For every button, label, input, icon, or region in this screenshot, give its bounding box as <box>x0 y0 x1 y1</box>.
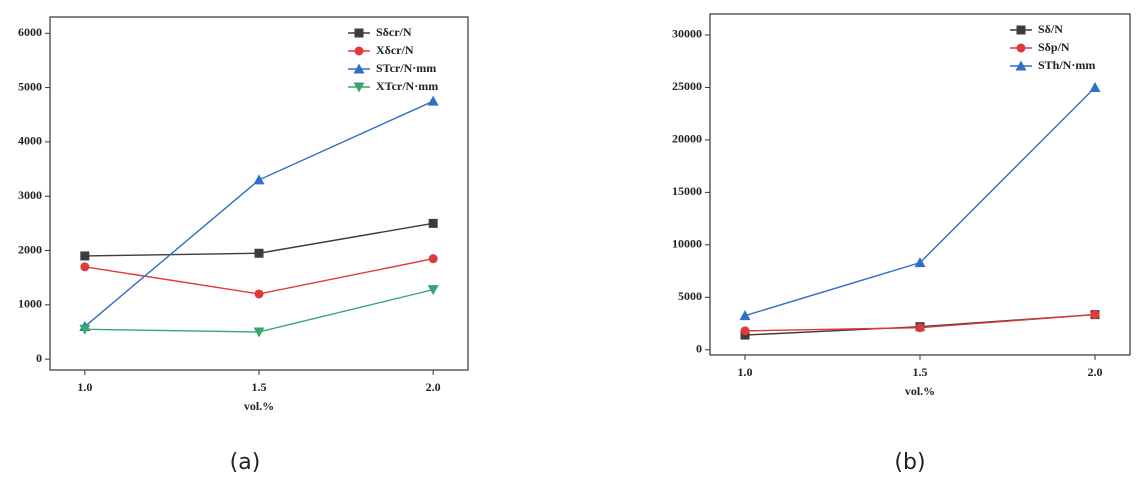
data-point <box>79 324 91 335</box>
x-tick-label: 2.0 <box>1088 365 1103 379</box>
series-line <box>84 257 434 295</box>
y-tick-label: 15000 <box>672 184 702 198</box>
legend-marker <box>354 46 364 56</box>
data-point <box>739 310 751 321</box>
x-tick-label: 2.0 <box>426 380 441 394</box>
series-line <box>744 86 1096 317</box>
legend-label: Xδcr/N <box>376 43 414 57</box>
y-tick-label: 25000 <box>672 79 702 93</box>
y-tick-label: 0 <box>36 351 42 365</box>
y-tick-label: 5000 <box>18 79 42 93</box>
x-axis-label: vol.% <box>905 384 935 398</box>
legend-marker <box>353 63 365 74</box>
data-point <box>428 218 438 228</box>
data-point <box>1089 81 1101 92</box>
x-tick-label: 1.5 <box>913 365 928 379</box>
data-point <box>915 323 925 333</box>
data-point <box>253 174 265 185</box>
data-point <box>80 251 90 261</box>
data-point <box>427 95 439 106</box>
x-tick-label: 1.5 <box>252 380 267 394</box>
y-tick-label: 1000 <box>18 297 42 311</box>
legend-label: Sδ/N <box>1038 22 1063 36</box>
legend-label: XTcr/N·mm <box>376 79 438 93</box>
data-point <box>1090 310 1100 320</box>
caption: (a) <box>230 450 261 475</box>
y-tick-label: 0 <box>696 342 702 356</box>
data-point <box>80 262 90 272</box>
legend-marker <box>1016 43 1026 53</box>
x-tick-label: 1.0 <box>77 380 92 394</box>
data-point <box>428 254 438 264</box>
y-tick-label: 3000 <box>18 188 42 202</box>
y-tick-label: 30000 <box>672 27 702 41</box>
y-tick-label: 5000 <box>678 289 702 303</box>
legend-label: STcr/N·mm <box>376 61 436 75</box>
legend-label: STh/N·mm <box>1038 58 1095 72</box>
data-point <box>254 248 264 258</box>
legend-marker <box>353 82 365 93</box>
data-point <box>740 326 750 336</box>
data-point <box>914 257 926 268</box>
data-point <box>253 327 265 338</box>
legend-label: Sδp/N <box>1038 40 1070 54</box>
legend-marker <box>1015 60 1027 71</box>
y-tick-label: 10000 <box>672 237 702 251</box>
data-point <box>427 285 439 296</box>
x-axis-label: vol.% <box>244 399 274 413</box>
legend-label: Sδcr/N <box>376 25 412 39</box>
y-tick-label: 2000 <box>18 242 42 256</box>
x-tick-label: 1.0 <box>738 365 753 379</box>
data-point <box>254 289 264 299</box>
y-tick-label: 20000 <box>672 132 702 146</box>
y-tick-label: 4000 <box>18 134 42 148</box>
caption: (b) <box>894 450 925 475</box>
legend-marker <box>1016 25 1026 35</box>
legend-marker <box>354 28 364 38</box>
y-tick-label: 6000 <box>18 25 42 39</box>
